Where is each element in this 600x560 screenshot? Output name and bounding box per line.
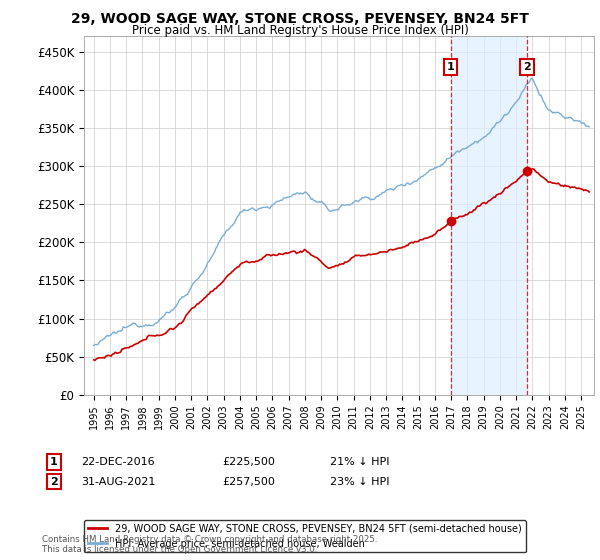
Text: 1: 1 (447, 62, 454, 72)
Text: £225,500: £225,500 (222, 457, 275, 467)
Text: 2: 2 (50, 477, 58, 487)
Legend: 29, WOOD SAGE WAY, STONE CROSS, PEVENSEY, BN24 5FT (semi-detached house), HPI: A: 29, WOOD SAGE WAY, STONE CROSS, PEVENSEY… (84, 520, 526, 553)
Text: 1: 1 (50, 457, 58, 467)
Text: Price paid vs. HM Land Registry's House Price Index (HPI): Price paid vs. HM Land Registry's House … (131, 24, 469, 37)
Bar (451, 36, 527, 395)
Text: 29, WOOD SAGE WAY, STONE CROSS, PEVENSEY, BN24 5FT: 29, WOOD SAGE WAY, STONE CROSS, PEVENSEY… (71, 12, 529, 26)
Text: 23% ↓ HPI: 23% ↓ HPI (330, 477, 389, 487)
Text: 21% ↓ HPI: 21% ↓ HPI (330, 457, 389, 467)
Text: £257,500: £257,500 (222, 477, 275, 487)
Text: 2: 2 (523, 62, 531, 72)
Text: 22-DEC-2016: 22-DEC-2016 (81, 457, 155, 467)
Text: 31-AUG-2021: 31-AUG-2021 (81, 477, 155, 487)
Text: Contains HM Land Registry data © Crown copyright and database right 2025.
This d: Contains HM Land Registry data © Crown c… (42, 535, 377, 554)
